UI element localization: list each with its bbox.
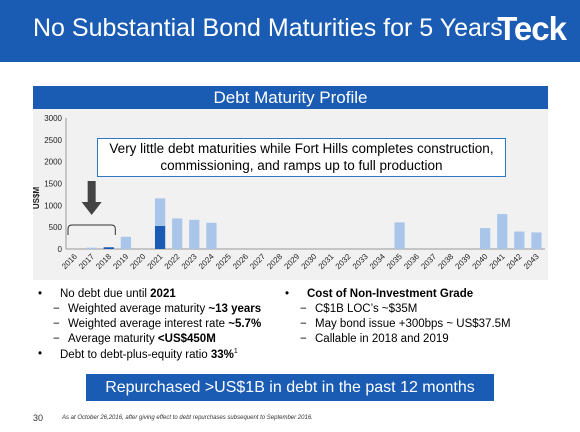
sub-bullet-item: − Weighted average interest rate ~5.7% — [38, 318, 278, 333]
bullet-text: Callable in 2018 and 2019 — [315, 333, 449, 345]
bullet-text: Weighted average interest rate — [68, 318, 229, 330]
bullet-text: Debt to debt-plus-equity ratio — [60, 348, 211, 361]
x-tick-label: 2023 — [180, 252, 199, 271]
bullet-item: • No debt due until 2021 — [38, 288, 278, 303]
bullet-bold: <US$450M — [157, 333, 216, 345]
dash-marker: − — [53, 333, 60, 345]
bullet-item: • Debt to debt-plus-equity ratio 33%1 — [38, 348, 278, 363]
x-tick-label: 2041 — [488, 252, 507, 271]
bar — [394, 222, 405, 249]
bar — [103, 247, 114, 249]
footnote: As at October 26,2016, after giving effe… — [62, 415, 313, 421]
bar — [189, 219, 200, 249]
y-tick-label: 500 — [49, 223, 63, 232]
bullet-bold: 2021 — [150, 288, 176, 300]
x-tick-label: 2030 — [300, 252, 319, 271]
bullet-text: C$1B LOC’s ~$35M — [315, 303, 418, 315]
bullet-dot: • — [38, 288, 43, 300]
arrow-shaft — [87, 181, 96, 203]
chart-annotation-box: Very little debt maturities while Fort H… — [97, 138, 506, 177]
x-tick-label: 2026 — [231, 252, 250, 271]
right-bullet-list: • Cost of Non-Investment Grade − C$1B LO… — [285, 288, 535, 348]
bar — [154, 225, 166, 249]
y-axis-label: US$M — [33, 187, 41, 210]
x-tick-label: 2016 — [60, 252, 79, 271]
bullet-text: Average maturity — [68, 333, 158, 345]
x-tick-label: 2019 — [111, 252, 130, 271]
footnote-marker: 1 — [233, 348, 238, 355]
sub-bullet-item: − Weighted average maturity ~13 years — [38, 303, 278, 318]
x-tick-label: 2020 — [128, 252, 147, 271]
x-tick-label: 2040 — [471, 252, 490, 271]
page-number: 30 — [33, 413, 44, 423]
left-bullet-list: • No debt due until 2021 − Weighted aver… — [38, 288, 278, 363]
y-tick-label: 2500 — [44, 136, 62, 145]
x-tick-label: 2024 — [197, 252, 216, 271]
x-tick-label: 2025 — [214, 252, 233, 271]
chart-panel: Debt Maturity Profile — [33, 86, 548, 280]
repurchase-banner: Repurchased >US$1B in debt in the past 1… — [86, 374, 494, 401]
x-tick-label: 2043 — [522, 252, 541, 271]
bar — [154, 198, 166, 226]
y-tick-label: 0 — [58, 245, 63, 254]
y-tick-label: 1000 — [44, 201, 62, 210]
slide-title: No Substantial Bond Maturities for 5 Yea… — [33, 14, 503, 42]
sub-bullet-item: − Average maturity <US$450M — [38, 333, 278, 348]
bullet-dot: • — [285, 288, 290, 300]
dash-marker: − — [300, 333, 307, 345]
bar — [514, 231, 525, 249]
bar — [479, 228, 491, 249]
dash-marker: − — [300, 318, 307, 330]
x-tick-label: 2042 — [505, 252, 524, 271]
bar — [206, 222, 217, 249]
bar — [120, 236, 132, 249]
x-tick-label: 2034 — [368, 252, 387, 271]
down-arrow-icon — [81, 202, 102, 215]
x-tick-label: 2029 — [282, 252, 301, 271]
bullet-bold: 33% — [210, 348, 234, 361]
sub-bullet-item: − Callable in 2018 and 2019 — [285, 333, 535, 348]
chart-title: Debt Maturity Profile — [213, 88, 368, 107]
bar — [86, 247, 97, 249]
dash-marker: − — [300, 303, 307, 315]
chart-panel-header: Debt Maturity Profile — [33, 86, 548, 109]
bullet-bold: ~13 years — [208, 303, 262, 315]
bullet-text: No debt due until — [60, 288, 151, 300]
x-tick-label: 2021 — [146, 252, 165, 271]
x-tick-label: 2028 — [265, 252, 284, 271]
bullet-item: • Cost of Non-Investment Grade — [285, 288, 535, 303]
x-tick-label: 2038 — [436, 252, 455, 271]
x-tick-label: 2027 — [248, 252, 267, 271]
x-tick-label: 2022 — [163, 252, 182, 271]
dash-marker: − — [53, 318, 60, 330]
x-tick-label: 2032 — [334, 252, 353, 271]
bullet-bold: Cost of Non-Investment Grade — [307, 288, 474, 300]
bullet-dot: • — [38, 348, 43, 360]
debt-maturity-chart: 0 500 1000 1500 2000 2500 3000 US$M 201620172018… — [33, 114, 545, 271]
dash-marker: − — [53, 303, 60, 315]
y-tick-label: 2000 — [44, 158, 62, 167]
x-tick-label: 2035 — [385, 252, 404, 271]
y-tick-label: 1500 — [44, 180, 62, 189]
bar — [531, 232, 542, 249]
x-tick-label: 2031 — [317, 252, 336, 271]
x-tick-label: 2033 — [351, 252, 370, 271]
bar — [172, 218, 183, 249]
sub-bullet-item: − May bond issue +300bps ~ US$37.5M — [285, 318, 535, 333]
bar — [497, 214, 508, 249]
sub-bullet-item: − C$1B LOC’s ~$35M — [285, 303, 535, 318]
x-tick-label: 2017 — [77, 252, 96, 271]
y-tick-label: 3000 — [44, 114, 62, 123]
bullet-text: May bond issue +300bps ~ US$37.5M — [315, 318, 511, 330]
bracket — [67, 224, 116, 235]
header-bar: No Substantial Bond Maturities for 5 Yea… — [0, 0, 580, 62]
teck-logo: Teck — [497, 10, 567, 47]
x-tick-label: 2036 — [402, 252, 421, 271]
x-tick-label: 2018 — [94, 252, 113, 271]
bullet-text: Weighted average maturity — [68, 303, 209, 315]
x-tick-label: 2039 — [453, 252, 472, 271]
bullet-bold: ~5.7% — [228, 318, 262, 330]
x-tick-label: 2037 — [419, 252, 438, 271]
